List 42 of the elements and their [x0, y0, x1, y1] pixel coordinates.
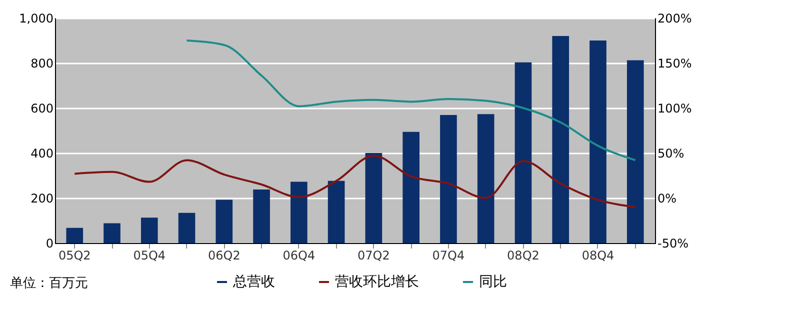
legend-label: 总营收 — [232, 274, 275, 290]
x-tick-label: 07Q2 — [358, 248, 390, 262]
y-tick-label: 1,000 — [19, 12, 54, 26]
y2-tick-label: 0% — [658, 192, 677, 206]
y2-tick-label: -50% — [658, 236, 689, 250]
y2-tick-label: 150% — [658, 56, 692, 70]
x-tick-label: 05Q2 — [58, 248, 91, 262]
x-tick-label: 08Q4 — [582, 248, 614, 262]
y2-tick-label: 100% — [658, 102, 692, 116]
bar — [514, 62, 532, 243]
legend-label: 营收环比增长 — [335, 274, 419, 290]
y-tick-label: 200 — [30, 192, 54, 206]
bar — [66, 228, 84, 243]
bar — [253, 189, 270, 243]
bar — [626, 60, 644, 243]
bar — [140, 218, 158, 243]
line-series — [74, 154, 636, 208]
bar — [104, 223, 120, 243]
y2-tick-label: 50% — [658, 146, 684, 160]
text: 单位：百万元 — [10, 276, 88, 291]
bar — [552, 36, 570, 243]
bar — [402, 132, 420, 243]
y2-tick-label: 200% — [658, 12, 692, 26]
y-tick-label: 600 — [30, 102, 54, 116]
bar — [290, 182, 308, 243]
bar — [365, 153, 382, 243]
legend-label: 同比 — [479, 274, 507, 290]
bar — [178, 212, 196, 243]
x-tick-label: 06Q4 — [282, 248, 316, 262]
line-series — [186, 40, 636, 162]
y-tick-label: 0 — [46, 236, 54, 250]
bar — [590, 40, 606, 243]
bar — [440, 114, 457, 243]
x-tick-label: 06Q2 — [208, 248, 240, 262]
x-tick-label: 07Q4 — [432, 248, 465, 262]
y-tick-label: 400 — [30, 146, 54, 160]
x-tick-label: 08Q2 — [507, 248, 540, 262]
bar — [477, 114, 494, 243]
y-tick-label: 800 — [30, 56, 54, 70]
bar — [216, 200, 233, 243]
bar — [328, 180, 345, 243]
x-tick-label: 05Q4 — [133, 248, 166, 262]
